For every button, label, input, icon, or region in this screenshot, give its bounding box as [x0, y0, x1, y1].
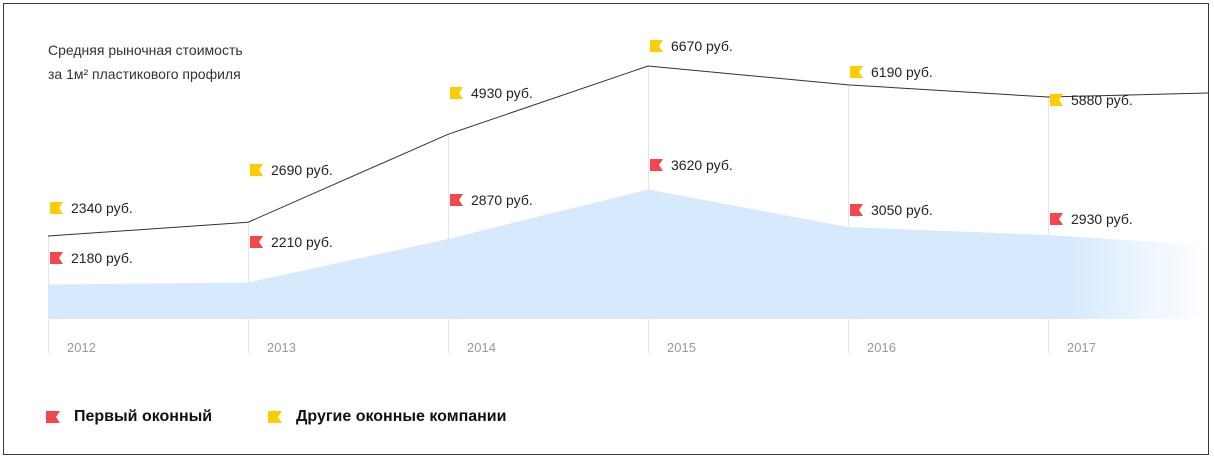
red-flag-icon [1050, 213, 1063, 225]
x-tick-label: 2013 [267, 340, 296, 355]
legend-label: Первый оконный [74, 408, 213, 425]
data-label-first: 3620 руб. [671, 157, 733, 173]
legend-item-series-0: Первый оконный [46, 408, 212, 426]
x-tick-label: 2017 [1067, 340, 1096, 355]
data-label-first: 2180 руб. [71, 250, 133, 266]
series-line-other [47, 65, 1208, 237]
red-flag-icon [250, 236, 263, 248]
data-label-first: 3050 руб. [871, 202, 933, 218]
red-flag-icon [50, 252, 63, 264]
x-tick-label: 2012 [67, 340, 96, 355]
red-flag-icon [850, 204, 863, 216]
data-label-first: 2930 руб. [1071, 211, 1133, 227]
chart-plot: 2340 руб. 2180 руб. 2690 руб. 2210 руб. 4930… [4, 38, 1208, 355]
x-tick-label: 2014 [467, 340, 496, 355]
data-label-other: 2340 руб. [71, 200, 133, 216]
yellow-flag-icon [268, 411, 282, 423]
data-label-other: 2690 руб. [271, 162, 333, 178]
yellow-flag-icon [50, 202, 63, 214]
yellow-flag-icon [650, 40, 663, 52]
legend-label: Другие оконные компании [296, 408, 507, 425]
x-tick-label: 2015 [667, 340, 696, 355]
data-label-first: 2870 руб. [471, 192, 533, 208]
red-flag-icon [450, 194, 463, 206]
yellow-flag-icon [1050, 94, 1063, 106]
data-label-other: 4930 руб. [471, 85, 533, 101]
data-label-other: 6190 руб. [871, 64, 933, 80]
legend-item-series-1: Другие оконные компании [268, 408, 506, 426]
yellow-flag-icon [450, 87, 463, 99]
data-label-first: 2210 руб. [271, 234, 333, 250]
chart-title: Средняя рыночная стоимость за 1м² пласти… [48, 42, 243, 82]
x-tick-label: 2016 [867, 340, 896, 355]
yellow-flag-icon [850, 66, 863, 78]
yellow-flag-icon [250, 164, 263, 176]
data-label-other: 6670 руб. [671, 38, 733, 54]
data-label-other: 5880 руб. [1071, 92, 1133, 108]
area-fade [4, 104, 1208, 320]
chart-frame: Средняя рыночная стоимость за 1м² пласти… [3, 3, 1209, 455]
red-flag-icon [46, 411, 60, 423]
red-flag-icon [650, 159, 663, 171]
